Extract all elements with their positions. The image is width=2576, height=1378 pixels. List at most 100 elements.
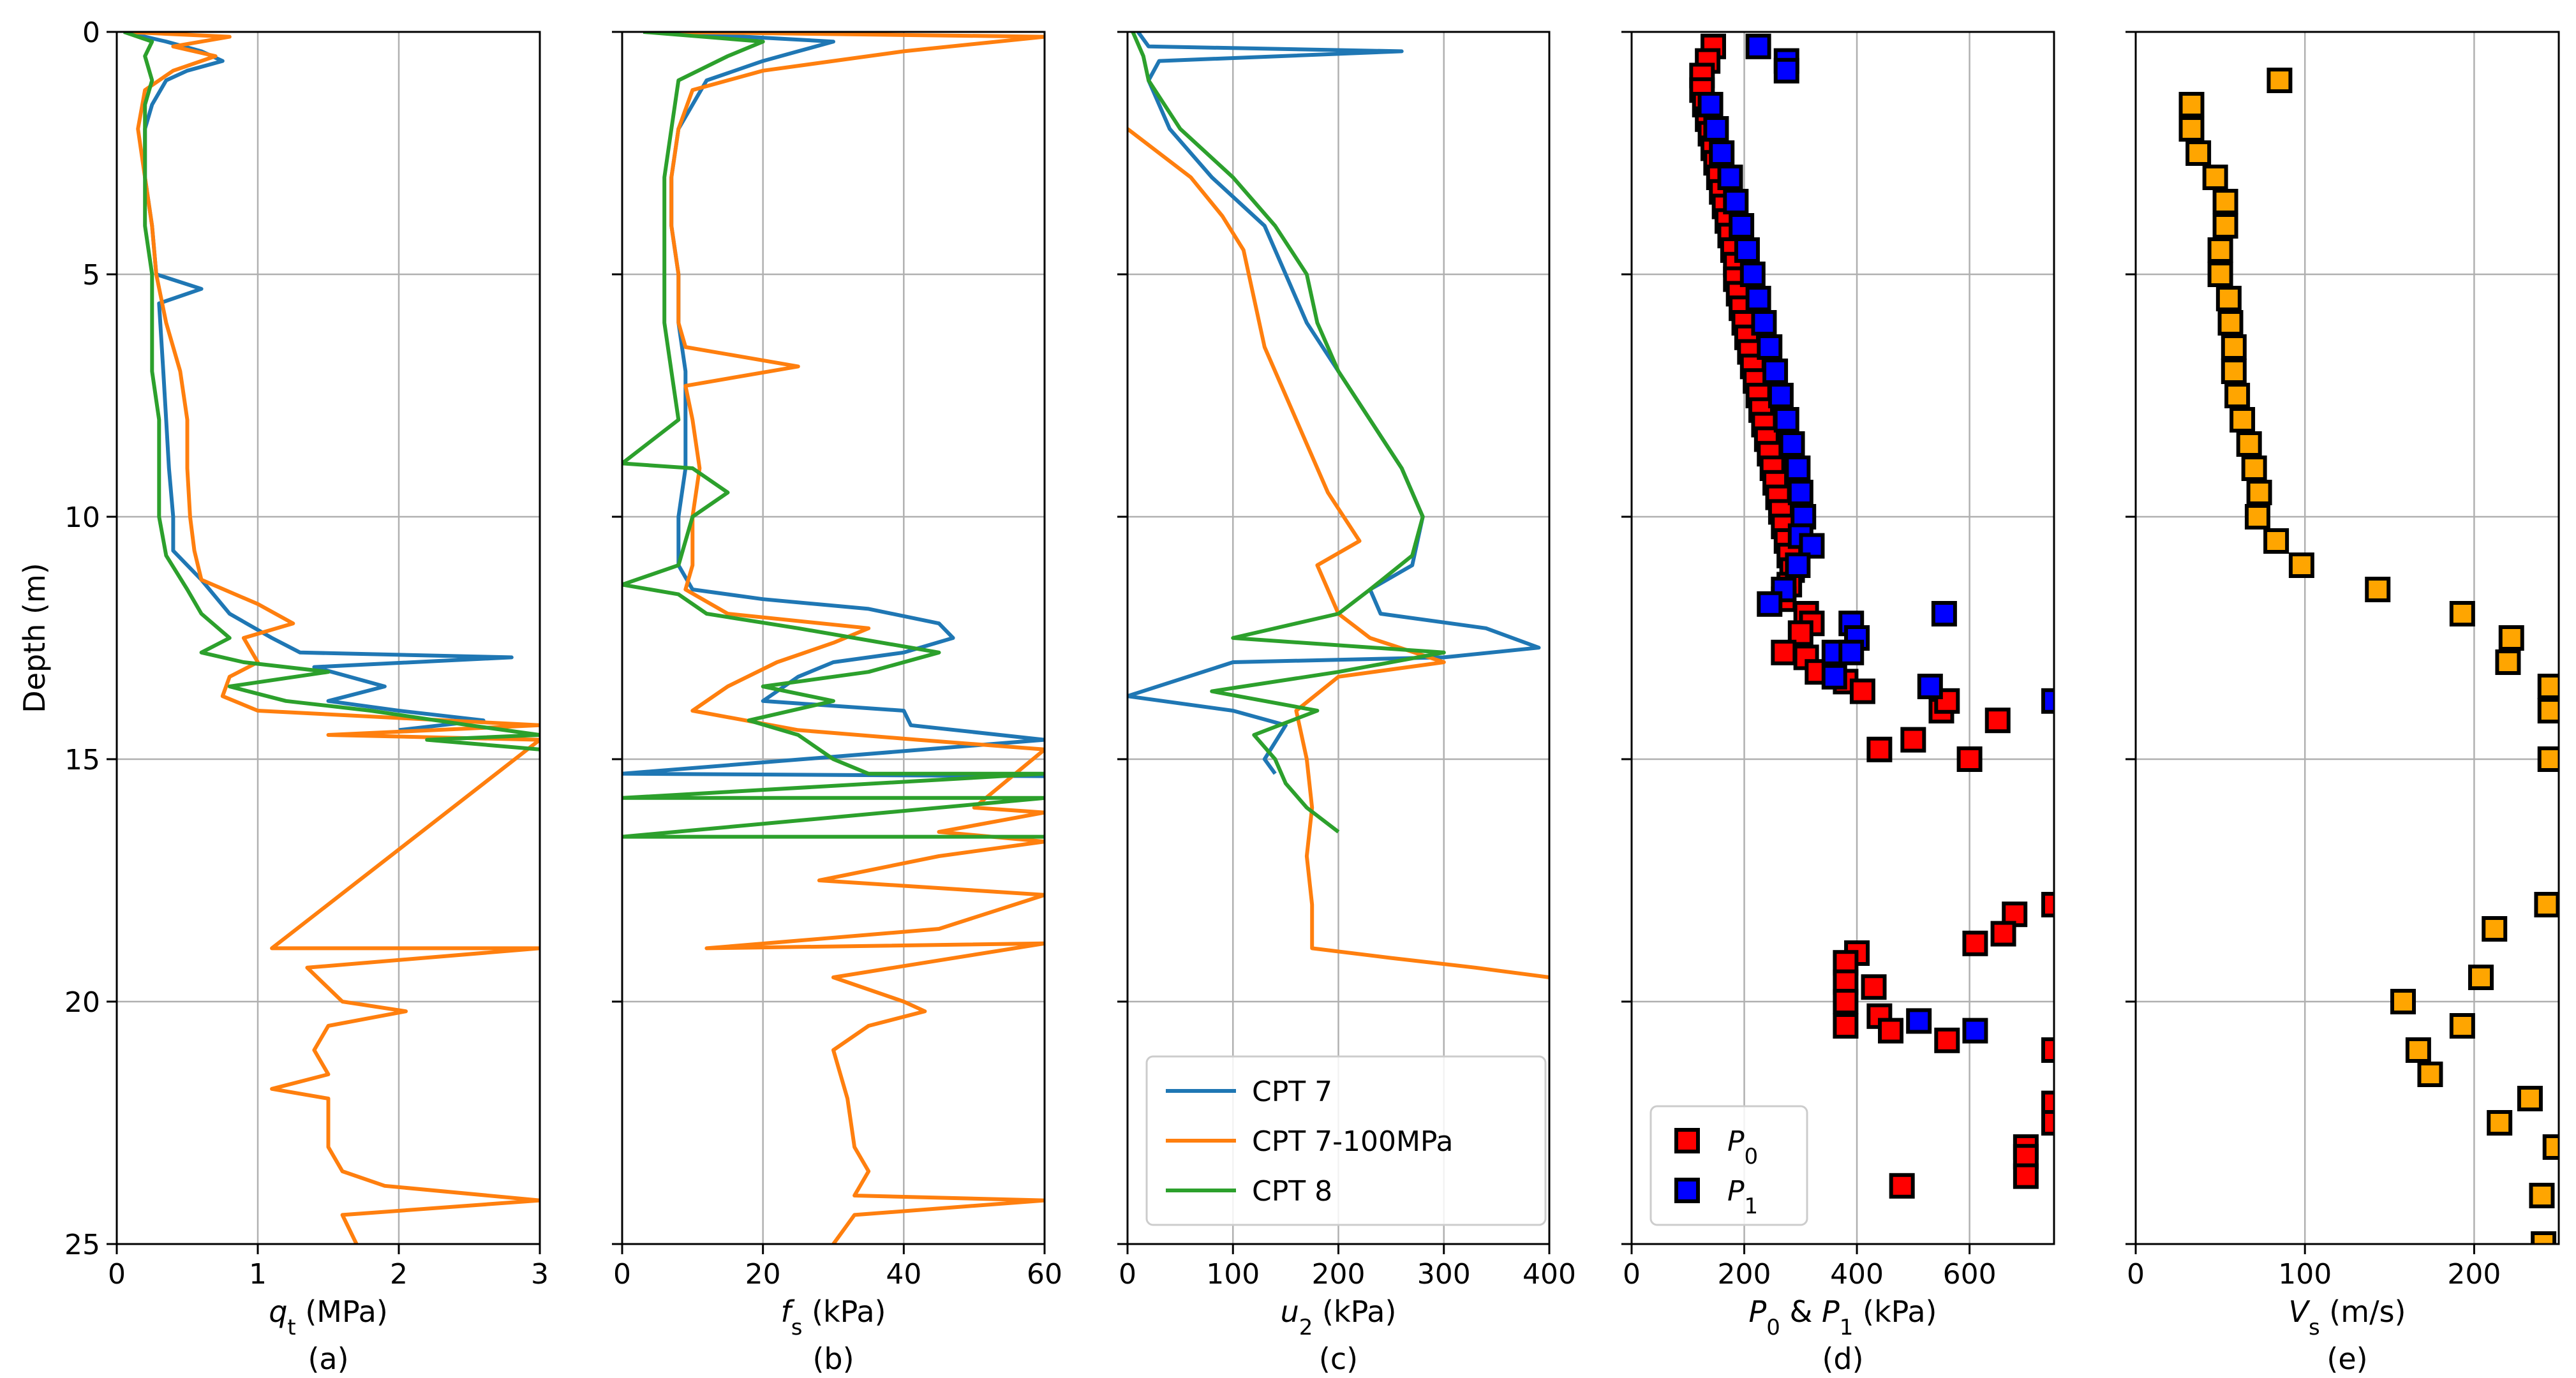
xtick-label-a-1: 1 — [249, 1258, 267, 1291]
marker-e-0-15 — [2236, 431, 2262, 457]
marker-e-0-32 — [2449, 1013, 2475, 1039]
xtick-label-d-2: 400 — [1830, 1258, 1884, 1291]
marker-e-0-18 — [2244, 504, 2270, 530]
marker-e-0-29 — [2482, 916, 2508, 942]
marker-d-1-13 — [1757, 334, 1783, 360]
marker-e-0-38 — [2529, 1183, 2555, 1208]
marker-d-1-17 — [1779, 431, 1805, 457]
marker-e-0-30 — [2468, 965, 2494, 990]
xlabel-d: P0 & P1 (kPa) — [1749, 1294, 1937, 1340]
panel-a: 0 1 2 3 0 5 10 15 20 25 qt (MPa)(a) Depth (m) — [17, 17, 549, 1376]
plot-area-a — [123, 32, 540, 1244]
marker-e-0-12 — [2221, 359, 2247, 384]
legend-label-c-0: CPT 7 — [1252, 1076, 1332, 1108]
marker-d-0-62 — [1833, 1013, 1859, 1039]
legend-label-d-0: P0 — [1727, 1125, 1758, 1169]
marker-d-1-7 — [1723, 189, 1749, 214]
xlabel-e: Vs (m/s) — [2289, 1294, 2406, 1340]
xtick-label-b-1: 20 — [745, 1258, 781, 1291]
marker-e-0-9 — [2215, 286, 2242, 311]
marker-e-0-39 — [2531, 1231, 2557, 1244]
legend-box-c — [1145, 1055, 1547, 1226]
marker-d-0-46 — [1849, 678, 1875, 704]
marker-e-0-8 — [2207, 262, 2233, 287]
xtick-label-c-4: 400 — [1523, 1258, 1576, 1291]
marker-e-0-28 — [2534, 892, 2559, 917]
xtick-label-c-3: 300 — [1417, 1258, 1471, 1291]
series-line-b-1 — [657, 32, 1045, 1244]
xtick-label-c-1: 100 — [1206, 1258, 1260, 1291]
marker-d-0-42 — [1771, 639, 1797, 665]
marker-d-1-35 — [1962, 1018, 1988, 1044]
marker-d-0-56 — [1962, 930, 1988, 956]
marker-e-0-13 — [2224, 383, 2251, 408]
marker-d-0-61 — [1833, 989, 1859, 1014]
marker-d-1-34 — [1906, 1008, 1932, 1034]
marker-d-1-4 — [1703, 116, 1729, 142]
ytick-label-a-0: 0 — [82, 17, 100, 49]
marker-d-1-9 — [1734, 237, 1760, 263]
marker-d-1-11 — [1745, 286, 1771, 311]
xtick-label-a-2: 2 — [390, 1258, 408, 1291]
xtick-label-e-0: 0 — [2127, 1258, 2145, 1291]
marker-d-0-66 — [2041, 1037, 2054, 1063]
marker-d-0-72 — [1889, 1173, 1915, 1199]
axes-frame-d — [1630, 31, 2055, 1245]
marker-d-1-16 — [1773, 407, 1799, 433]
marker-d-0-50 — [1866, 736, 1893, 762]
xtick-label-e-1: 100 — [2278, 1258, 2332, 1291]
marker-e-0-25 — [2537, 674, 2559, 699]
marker-d-1-3 — [1697, 92, 1724, 117]
marker-d-1-10 — [1739, 262, 1766, 287]
legend-marker-d-1 — [1674, 1178, 1700, 1203]
marker-e-0-31 — [2390, 989, 2416, 1014]
marker-d-1-14 — [1762, 359, 1789, 384]
marker-e-0-26 — [2537, 698, 2559, 723]
marker-d-1-6 — [1717, 165, 1743, 190]
marker-e-0-2 — [2178, 116, 2205, 142]
marker-d-0-65 — [1934, 1027, 1960, 1053]
marker-e-0-34 — [2417, 1062, 2443, 1087]
marker-e-0-3 — [2185, 140, 2212, 166]
marker-d-0-53 — [2041, 892, 2054, 917]
marker-d-0-55 — [1990, 921, 2016, 947]
marker-d-1-32 — [1917, 674, 1943, 699]
xlabel-b: fs (kPa) — [781, 1294, 886, 1340]
marker-e-0-21 — [2365, 577, 2391, 602]
marker-e-0-22 — [2449, 601, 2475, 626]
marker-d-1-0 — [1745, 33, 1771, 59]
marker-d-1-12 — [1751, 310, 1777, 336]
plot-area-b — [622, 32, 1045, 1244]
marker-d-1-30 — [1838, 639, 1865, 665]
marker-d-1-25 — [1757, 591, 1783, 617]
ytick-label-a-1: 5 — [82, 259, 100, 292]
xlabel-a: qt (MPa) — [269, 1294, 388, 1340]
marker-e-0-7 — [2207, 237, 2233, 263]
xtick-label-b-0: 0 — [613, 1258, 631, 1291]
axes-frame-b — [621, 31, 1046, 1245]
marker-e-0-36 — [2487, 1110, 2513, 1136]
series-line-a-1 — [123, 32, 540, 1244]
marker-e-0-16 — [2241, 456, 2267, 481]
axes-frame-a — [115, 31, 541, 1245]
marker-d-1-19 — [1787, 480, 1813, 505]
series-line-a-0 — [123, 32, 514, 732]
series-line-b-2 — [622, 32, 1045, 839]
series-line-c-2 — [1131, 32, 1446, 834]
xtick-label-d-3: 600 — [1943, 1258, 1997, 1291]
subtitle-a: (a) — [308, 1342, 348, 1376]
marker-d-0-41 — [1787, 620, 1813, 646]
panel-e: 0 100 200 Vs (m/s)(e) — [2126, 31, 2560, 1376]
marker-e-0-14 — [2230, 407, 2256, 433]
xtick-label-a-0: 0 — [108, 1258, 126, 1291]
legend-marker-d-0 — [1674, 1128, 1700, 1153]
plot-area-c — [1128, 32, 1549, 979]
series-line-c-0 — [1128, 32, 1541, 775]
marker-e-0-19 — [2263, 528, 2289, 554]
ytick-label-a-2: 10 — [64, 501, 100, 534]
marker-d-0-71 — [2013, 1163, 2039, 1189]
marker-d-0-64 — [1878, 1018, 1904, 1044]
legend-label-c-1: CPT 7-100MPa — [1252, 1125, 1453, 1158]
